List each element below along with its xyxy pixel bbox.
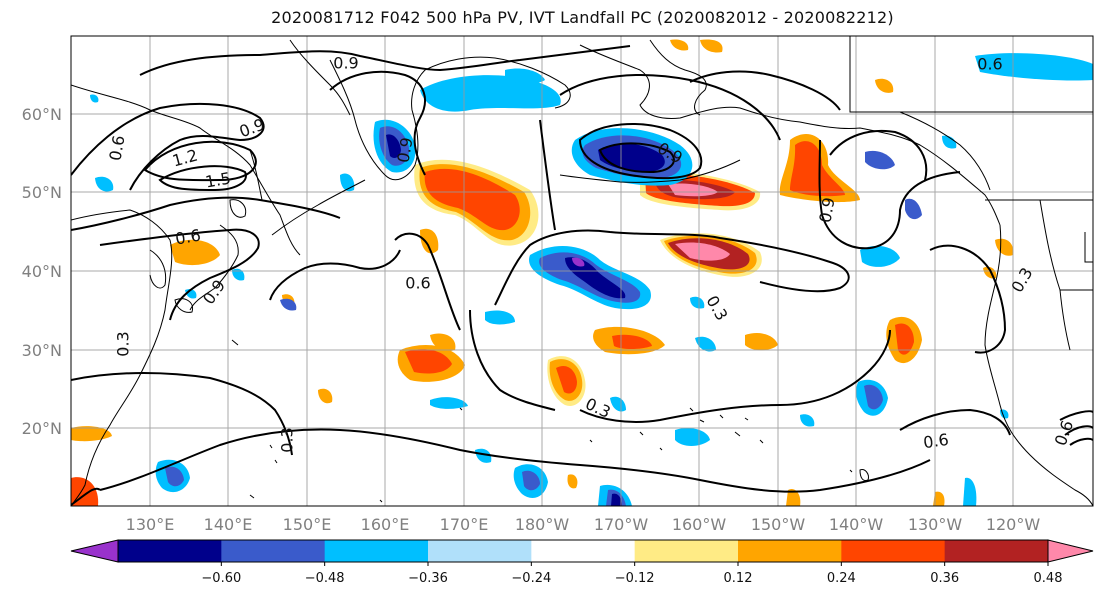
colorbar-swatch: [841, 540, 946, 562]
lat-label: 20°N: [22, 419, 62, 438]
contour-label: 0.3: [114, 331, 133, 356]
lon-label: 170°W: [594, 515, 649, 534]
lon-label: 140°E: [204, 515, 253, 534]
colorbar-swatch: [428, 540, 532, 562]
lon-label: 140°W: [829, 515, 884, 534]
contour-label: 0.3: [582, 394, 613, 422]
contour-label: 0.3: [702, 292, 731, 324]
colorbar-tick-label: −0.60: [201, 571, 241, 586]
colorbar-swatch: [738, 540, 842, 562]
colorbar-tick-label: 0.36: [930, 571, 959, 586]
lat-label: 40°N: [22, 262, 62, 281]
colorbar: −0.60 −0.48 −0.36 −0.24 −0.12 0.12 0.24 0.36 0.4…: [70, 539, 1094, 586]
lon-label: 170°E: [440, 515, 489, 534]
lon-label: 130°E: [126, 515, 175, 534]
grid-lines: [71, 36, 1093, 506]
contour-label: 0.9: [237, 115, 267, 142]
pv-contours: [71, 45, 1093, 506]
colorbar-extend-high: [1047, 539, 1094, 563]
colorbar-swatch: [944, 540, 1049, 562]
lon-label: 150°E: [283, 515, 332, 534]
colorbar-extend-low: [70, 539, 119, 563]
colorbar-frame: [117, 539, 1049, 563]
longitude-labels: 130°E 140°E 150°E 160°E 170°E 180°W 170°W 160°W…: [126, 515, 1041, 534]
lon-label: 180°W: [515, 515, 570, 534]
contour-label: 0.9: [393, 136, 416, 164]
colorbar-tick-label: 0.24: [827, 571, 856, 586]
lon-label: 150°W: [751, 515, 806, 534]
colorbar-tick-label: −0.24: [511, 571, 551, 586]
map-title: 2020081712 F042 500 hPa PV, IVT Landfall…: [271, 8, 894, 27]
lon-label: 160°E: [361, 515, 410, 534]
colorbar-tick-label: −0.48: [305, 571, 345, 586]
contour-label: 0.3: [1007, 264, 1036, 296]
contour-label: 1.5: [204, 168, 232, 191]
coastlines: [71, 36, 1093, 506]
colorbar-swatch: [634, 540, 739, 562]
lon-label: 130°W: [908, 515, 963, 534]
plot-frame: [70, 35, 1094, 507]
lat-label: 50°N: [22, 183, 62, 202]
colorbar-swatch: [324, 540, 429, 562]
contour-label: 0.6: [977, 55, 1002, 74]
lat-label: 30°N: [22, 341, 62, 360]
colorbar-swatch: [531, 540, 636, 562]
colorbar-tick-label: −0.36: [408, 571, 448, 586]
colorbar-swatch: [118, 540, 222, 562]
contour-label: 0.6: [105, 134, 128, 162]
lat-label: 60°N: [22, 105, 62, 124]
colorbar-swatch: [221, 540, 326, 562]
colorbar-tick-label: −0.12: [615, 571, 655, 586]
colorbar-tick-label: 0.48: [1034, 571, 1063, 586]
lon-label: 160°W: [672, 515, 727, 534]
contour-label: 0.6: [405, 274, 430, 293]
contour-label: 0.6: [174, 225, 202, 248]
lon-label: 120°W: [986, 515, 1041, 534]
latitude-labels: 60°N 50°N 40°N 30°N 20°N: [22, 105, 62, 438]
contour-label: 0.6: [922, 430, 950, 452]
colorbar-tick-label: 0.12: [724, 571, 753, 586]
contour-label: 0.3: [278, 427, 297, 452]
contour-label: 0.9: [815, 196, 838, 224]
contour-label: 0.9: [333, 54, 358, 73]
